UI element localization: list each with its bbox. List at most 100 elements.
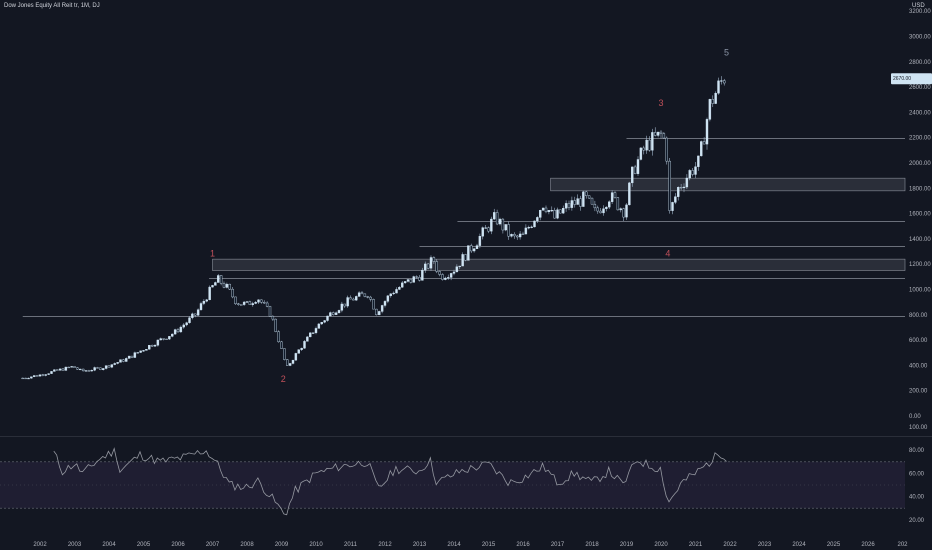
candle-body	[53, 369, 56, 372]
candle-body	[501, 218, 505, 231]
candle-body	[691, 170, 694, 175]
time-tick-label: 2014	[447, 542, 461, 548]
candle-body	[145, 349, 148, 351]
candle-body	[317, 323, 321, 329]
candle-body	[541, 207, 545, 211]
candle-body	[426, 263, 430, 269]
candle-body	[127, 355, 131, 359]
candle-body	[214, 282, 217, 286]
candle-body	[320, 322, 323, 325]
candle-body	[263, 302, 266, 304]
time-tick-label: 202	[897, 542, 908, 548]
candle-body	[311, 332, 315, 334]
candle-body	[631, 166, 634, 184]
time-tick-label: 2012	[378, 542, 392, 548]
candle-body	[283, 348, 286, 360]
price-tick-label: 2800.00	[909, 60, 931, 66]
candle-body	[119, 359, 122, 363]
candle-body	[662, 133, 666, 139]
candle-body	[562, 208, 565, 214]
candle-body	[602, 208, 605, 214]
candle-body	[228, 283, 231, 290]
price-tick-label: 800.00	[909, 313, 928, 319]
candle-body	[110, 364, 114, 368]
candle-body	[349, 297, 352, 300]
candle-body	[116, 362, 119, 364]
candle-body	[217, 275, 220, 283]
rsi-line	[53, 447, 727, 516]
candle-body	[265, 302, 269, 307]
candle-body	[70, 366, 73, 368]
price-tick-label: 200.00	[909, 389, 928, 395]
candle-body	[288, 363, 292, 366]
candle-body	[205, 299, 208, 302]
candle-body	[507, 224, 510, 237]
time-tick-label: 2018	[585, 542, 599, 548]
candle-body	[645, 139, 648, 151]
time-tick-label: 2013	[413, 542, 427, 548]
candle-body	[274, 318, 277, 332]
candle-body	[286, 359, 289, 366]
candle-body	[547, 210, 551, 213]
candle-body	[73, 366, 76, 368]
candle-body	[392, 292, 395, 295]
candle-body	[309, 332, 312, 338]
candles-layer	[21, 76, 726, 380]
candle-body	[539, 210, 542, 218]
candle-body	[622, 208, 625, 218]
candle-body	[357, 292, 361, 297]
candle-body	[438, 271, 441, 275]
candle-body	[35, 375, 39, 377]
candle-body	[513, 234, 516, 237]
candle-body	[150, 345, 154, 347]
candle-body	[530, 226, 533, 228]
candle-body	[470, 245, 473, 252]
price-tick-label: 1400.00	[909, 237, 931, 243]
candle-body	[136, 352, 139, 354]
candle-body	[199, 303, 203, 310]
candle-body	[668, 160, 671, 211]
candle-body	[107, 365, 111, 368]
price-tick-label: 2600.00	[909, 85, 931, 91]
candle-body	[38, 374, 42, 377]
candle-body	[87, 370, 91, 372]
time-tick-label: 2017	[551, 542, 565, 548]
candle-body	[481, 227, 484, 237]
candle-body	[96, 367, 99, 369]
candle-body	[260, 299, 263, 303]
candle-body	[375, 308, 378, 316]
candle-body	[708, 99, 712, 120]
wave-labels: 1 2 3 4 5	[210, 47, 729, 383]
time-tick-label: 2010	[309, 542, 323, 548]
candle-body	[711, 99, 714, 104]
candle-body	[452, 271, 456, 274]
candle-body	[326, 315, 329, 321]
candle-body	[619, 208, 622, 211]
candle-body	[179, 326, 183, 333]
rsi-tick-label: 60.00	[909, 471, 925, 477]
candle-body	[717, 80, 720, 94]
candle-body	[188, 317, 191, 323]
candle-body	[633, 166, 637, 174]
time-tick-label: 2019	[620, 542, 634, 548]
candle-body	[196, 309, 200, 316]
chart-title[interactable]: Dow Jones Equity All Reit tr, 1M, DJ	[4, 3, 100, 9]
support-zone	[212, 258, 906, 271]
candle-body	[651, 132, 654, 151]
candle-body	[67, 366, 70, 369]
horizontal-levels[interactable]	[22, 138, 905, 317]
candle-body	[685, 177, 689, 188]
candle-body	[234, 296, 237, 305]
candle-body	[257, 299, 260, 303]
candle-body	[334, 312, 338, 315]
time-tick-label: 2023	[758, 542, 772, 548]
candle-body	[605, 206, 608, 209]
price-tick-label: 0.00	[909, 414, 921, 420]
time-tick-label: 2022	[723, 542, 737, 548]
price-axis[interactable]: 0.00 200.00 400.00 600.00 800.00 1000.00 1200.…	[909, 9, 931, 420]
candle-body	[30, 376, 33, 379]
time-axis[interactable]: 2002 2003 2004 2005 2006 2007 2008 2009 2010 2011…	[33, 542, 908, 548]
candle-body	[300, 347, 303, 350]
candle-body	[389, 293, 392, 297]
